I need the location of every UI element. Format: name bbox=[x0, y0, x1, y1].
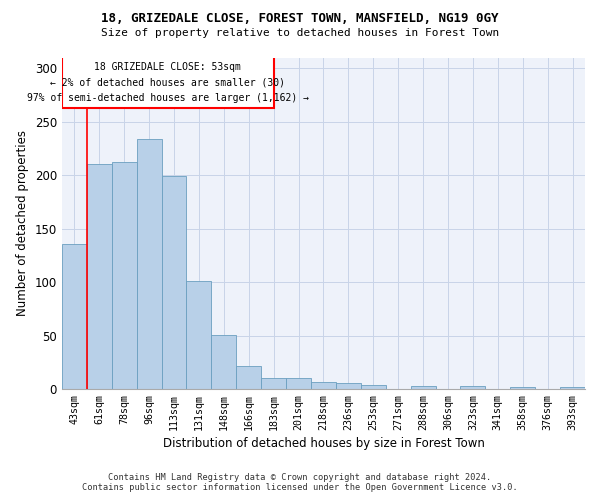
Bar bbox=[62, 56, 274, 108]
Bar bbox=[87, 164, 112, 389]
Bar bbox=[187, 281, 211, 389]
Bar bbox=[336, 383, 361, 389]
Bar bbox=[236, 366, 261, 389]
Bar bbox=[286, 378, 311, 389]
Y-axis label: Number of detached properties: Number of detached properties bbox=[16, 130, 29, 316]
Text: Contains HM Land Registry data © Crown copyright and database right 2024.
Contai: Contains HM Land Registry data © Crown c… bbox=[82, 473, 518, 492]
Bar bbox=[510, 387, 535, 389]
Bar bbox=[261, 378, 286, 389]
Bar bbox=[560, 387, 585, 389]
X-axis label: Distribution of detached houses by size in Forest Town: Distribution of detached houses by size … bbox=[163, 437, 484, 450]
Bar bbox=[161, 176, 187, 389]
Text: Size of property relative to detached houses in Forest Town: Size of property relative to detached ho… bbox=[101, 28, 499, 38]
Bar bbox=[460, 386, 485, 389]
Bar bbox=[410, 386, 436, 389]
Text: 18, GRIZEDALE CLOSE, FOREST TOWN, MANSFIELD, NG19 0GY: 18, GRIZEDALE CLOSE, FOREST TOWN, MANSFI… bbox=[101, 12, 499, 26]
Bar bbox=[361, 385, 386, 389]
Bar bbox=[137, 139, 161, 389]
Text: 18 GRIZEDALE CLOSE: 53sqm
← 2% of detached houses are smaller (30)
97% of semi-d: 18 GRIZEDALE CLOSE: 53sqm ← 2% of detach… bbox=[27, 62, 309, 102]
Bar bbox=[311, 382, 336, 389]
Bar bbox=[62, 244, 87, 389]
Bar bbox=[211, 334, 236, 389]
Bar bbox=[112, 162, 137, 389]
